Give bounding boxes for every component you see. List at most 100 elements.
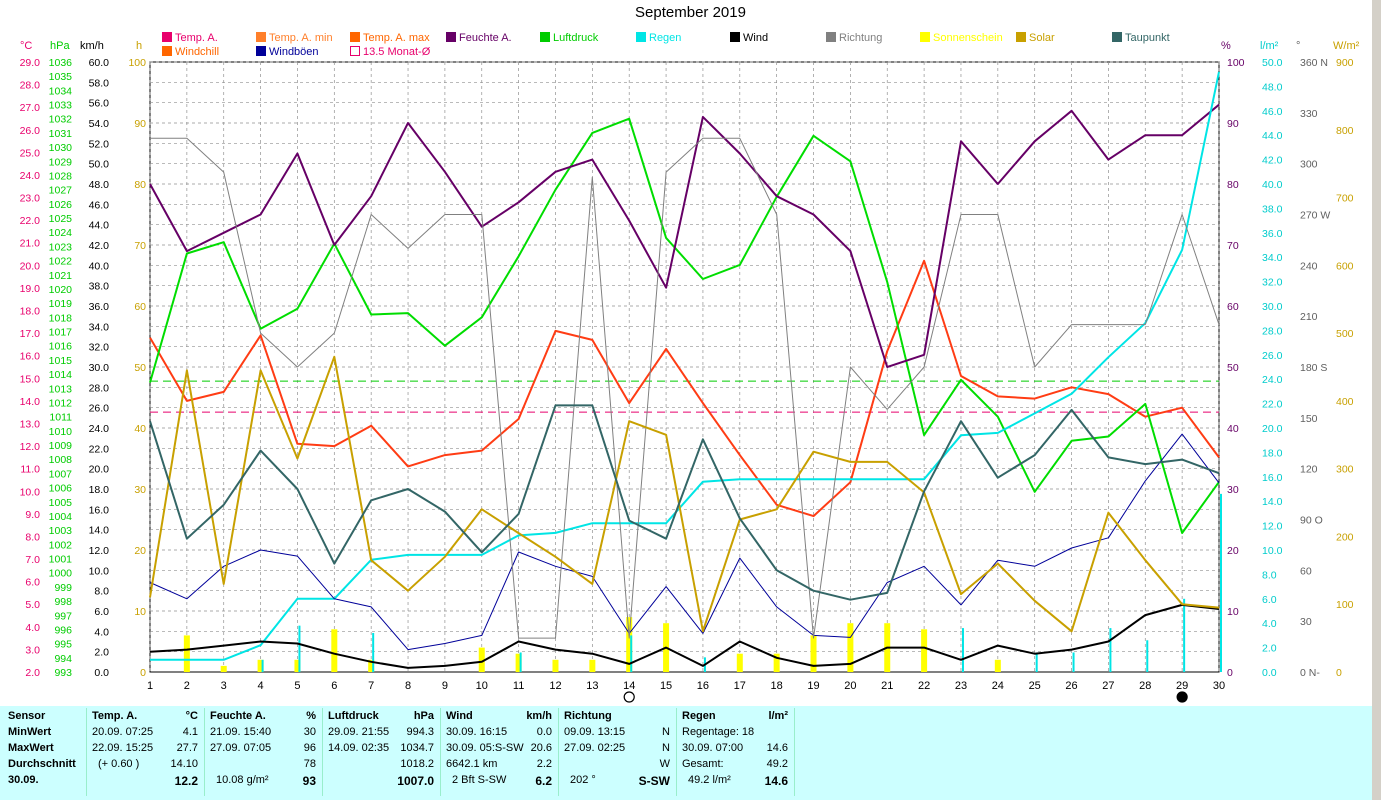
legend-label: Luftdruck xyxy=(553,32,599,44)
stats-hum-avg: 78 xyxy=(303,758,316,770)
press-tick-label: 1035 xyxy=(49,71,73,83)
legend-swatch xyxy=(446,32,456,42)
x-tick-label: 4 xyxy=(258,680,264,692)
stats-dir-avg: W xyxy=(659,758,670,770)
sunshine-bar xyxy=(515,653,522,672)
temp-tick-label: 2.0 xyxy=(25,667,40,679)
series-feuchte-a- xyxy=(149,103,1220,368)
press-tick-label: 998 xyxy=(54,596,72,608)
stats-hum-min-date: 21.09. 15:40 xyxy=(210,726,272,738)
temp-tick-label: 15.0 xyxy=(20,373,41,385)
sun-tick-label: 60 xyxy=(134,301,146,313)
rain-day-bar xyxy=(1035,652,1038,672)
x-tick-label: 2 xyxy=(184,680,190,692)
x-tick-label: 19 xyxy=(807,680,819,692)
rain-tick-label: 8.0 xyxy=(1262,569,1277,581)
wind-tick-label: 2.0 xyxy=(94,647,109,659)
legend-label: Wind xyxy=(743,32,769,44)
rain-day-bar xyxy=(961,628,964,672)
stats-temp-avg-note: (+ 0.60 ) xyxy=(98,758,140,770)
wind-tick-label: 8.0 xyxy=(94,586,109,598)
rain-tick-label: 22.0 xyxy=(1262,399,1283,411)
sunshine-bar xyxy=(921,629,928,672)
x-tick-label: 17 xyxy=(734,680,746,692)
legend-swatch xyxy=(540,32,550,42)
axis-unit-temp: °C xyxy=(20,40,33,52)
stats-rain-max-date: 30.09. 07:00 xyxy=(682,742,744,754)
wind-tick-label: 20.0 xyxy=(89,464,110,476)
series-taupunkt xyxy=(149,404,1220,601)
rain-day-bar xyxy=(1146,640,1149,672)
press-tick-label: 1011 xyxy=(49,412,72,424)
hum-tick-label: 0 xyxy=(1227,667,1233,679)
stats-dir-today-note: 202 ° xyxy=(570,774,596,786)
sun-tick-label: 10 xyxy=(134,606,146,618)
hum-tick-label: 80 xyxy=(1227,179,1239,191)
rain-tick-label: 40.0 xyxy=(1262,179,1283,191)
stats-rain-total-label: Gesamt: xyxy=(682,758,724,770)
solar-tick-label: 800 xyxy=(1336,125,1354,137)
full-moon-icon xyxy=(623,691,635,703)
temp-tick-label: 13.0 xyxy=(20,418,41,430)
stats-temp: Temp. A. °C 20.09. 07:25 4.1 22.09. 15:25 2… xyxy=(88,708,205,796)
rain-tick-label: 12.0 xyxy=(1262,521,1283,533)
press-tick-label: 1004 xyxy=(49,511,73,523)
dir-tick-label: 150 xyxy=(1300,413,1318,425)
press-tick-label: 1021 xyxy=(49,270,73,282)
legend-item: Regen xyxy=(636,32,681,44)
stats-press-avg: 1018.2 xyxy=(400,758,434,770)
x-tick-label: 3 xyxy=(221,680,227,692)
sunshine-bar xyxy=(478,647,485,672)
rain-tick-label: 26.0 xyxy=(1262,350,1283,362)
stats-rain-max: 14.6 xyxy=(766,742,788,754)
rain-tick-label: 2.0 xyxy=(1262,643,1277,655)
stats-sensor-header: Sensor xyxy=(8,710,46,722)
stats-dir-min: N xyxy=(662,726,670,738)
stats-hum-max: 96 xyxy=(303,742,316,754)
stats-press-max-date: 14.09. 02:35 xyxy=(328,742,390,754)
stats-hum-min: 30 xyxy=(303,726,316,738)
legend-swatch xyxy=(256,32,266,42)
temp-tick-label: 26.0 xyxy=(20,125,41,137)
solar-tick-label: 700 xyxy=(1336,193,1354,205)
x-tick-label: 7 xyxy=(368,680,374,692)
x-tick-label: 27 xyxy=(1102,680,1114,692)
wind-tick-label: 22.0 xyxy=(89,443,110,455)
legend-item: Windböen xyxy=(256,46,319,58)
rain-tick-label: 10.0 xyxy=(1262,545,1283,557)
legend-label: Temp. A. max xyxy=(363,32,430,44)
stats-row-max: MaxWert xyxy=(8,742,54,754)
x-tick-label: 20 xyxy=(844,680,856,692)
press-tick-label: 1029 xyxy=(49,156,73,168)
hum-tick-label: 90 xyxy=(1227,118,1239,130)
rain-tick-label: 16.0 xyxy=(1262,472,1283,484)
wind-tick-label: 56.0 xyxy=(89,98,110,110)
stats-dir-min-date: 09.09. 13:15 xyxy=(564,726,626,738)
press-tick-label: 1014 xyxy=(49,369,73,381)
wind-tick-label: 14.0 xyxy=(89,525,110,537)
solar-tick-label: 600 xyxy=(1336,260,1354,272)
press-tick-label: 1023 xyxy=(49,241,73,253)
wind-tick-label: 4.0 xyxy=(94,626,109,638)
dir-tick-label: 30 xyxy=(1300,616,1312,628)
temp-tick-label: 29.0 xyxy=(20,57,41,69)
wind-tick-label: 30.0 xyxy=(89,362,110,374)
legend-swatch xyxy=(636,32,646,42)
press-tick-label: 1003 xyxy=(49,525,73,537)
press-tick-label: 997 xyxy=(54,610,72,622)
rain-day-bar xyxy=(372,632,375,672)
wind-tick-label: 36.0 xyxy=(89,301,110,313)
press-tick-label: 1016 xyxy=(49,341,73,353)
stats-rain-header: Regen xyxy=(682,710,716,722)
solar-tick-label: 900 xyxy=(1336,57,1354,69)
press-tick-label: 1017 xyxy=(49,327,73,339)
press-tick-label: 1036 xyxy=(49,57,73,69)
press-tick-label: 1007 xyxy=(49,468,73,480)
wind-tick-label: 50.0 xyxy=(89,159,110,171)
x-tick-label: 25 xyxy=(1029,680,1041,692)
wind-tick-label: 28.0 xyxy=(89,382,110,394)
wind-tick-label: 40.0 xyxy=(89,260,110,272)
rain-tick-label: 48.0 xyxy=(1262,81,1283,93)
legend-item: Solar xyxy=(1016,32,1055,44)
legend-swatch xyxy=(350,32,360,42)
